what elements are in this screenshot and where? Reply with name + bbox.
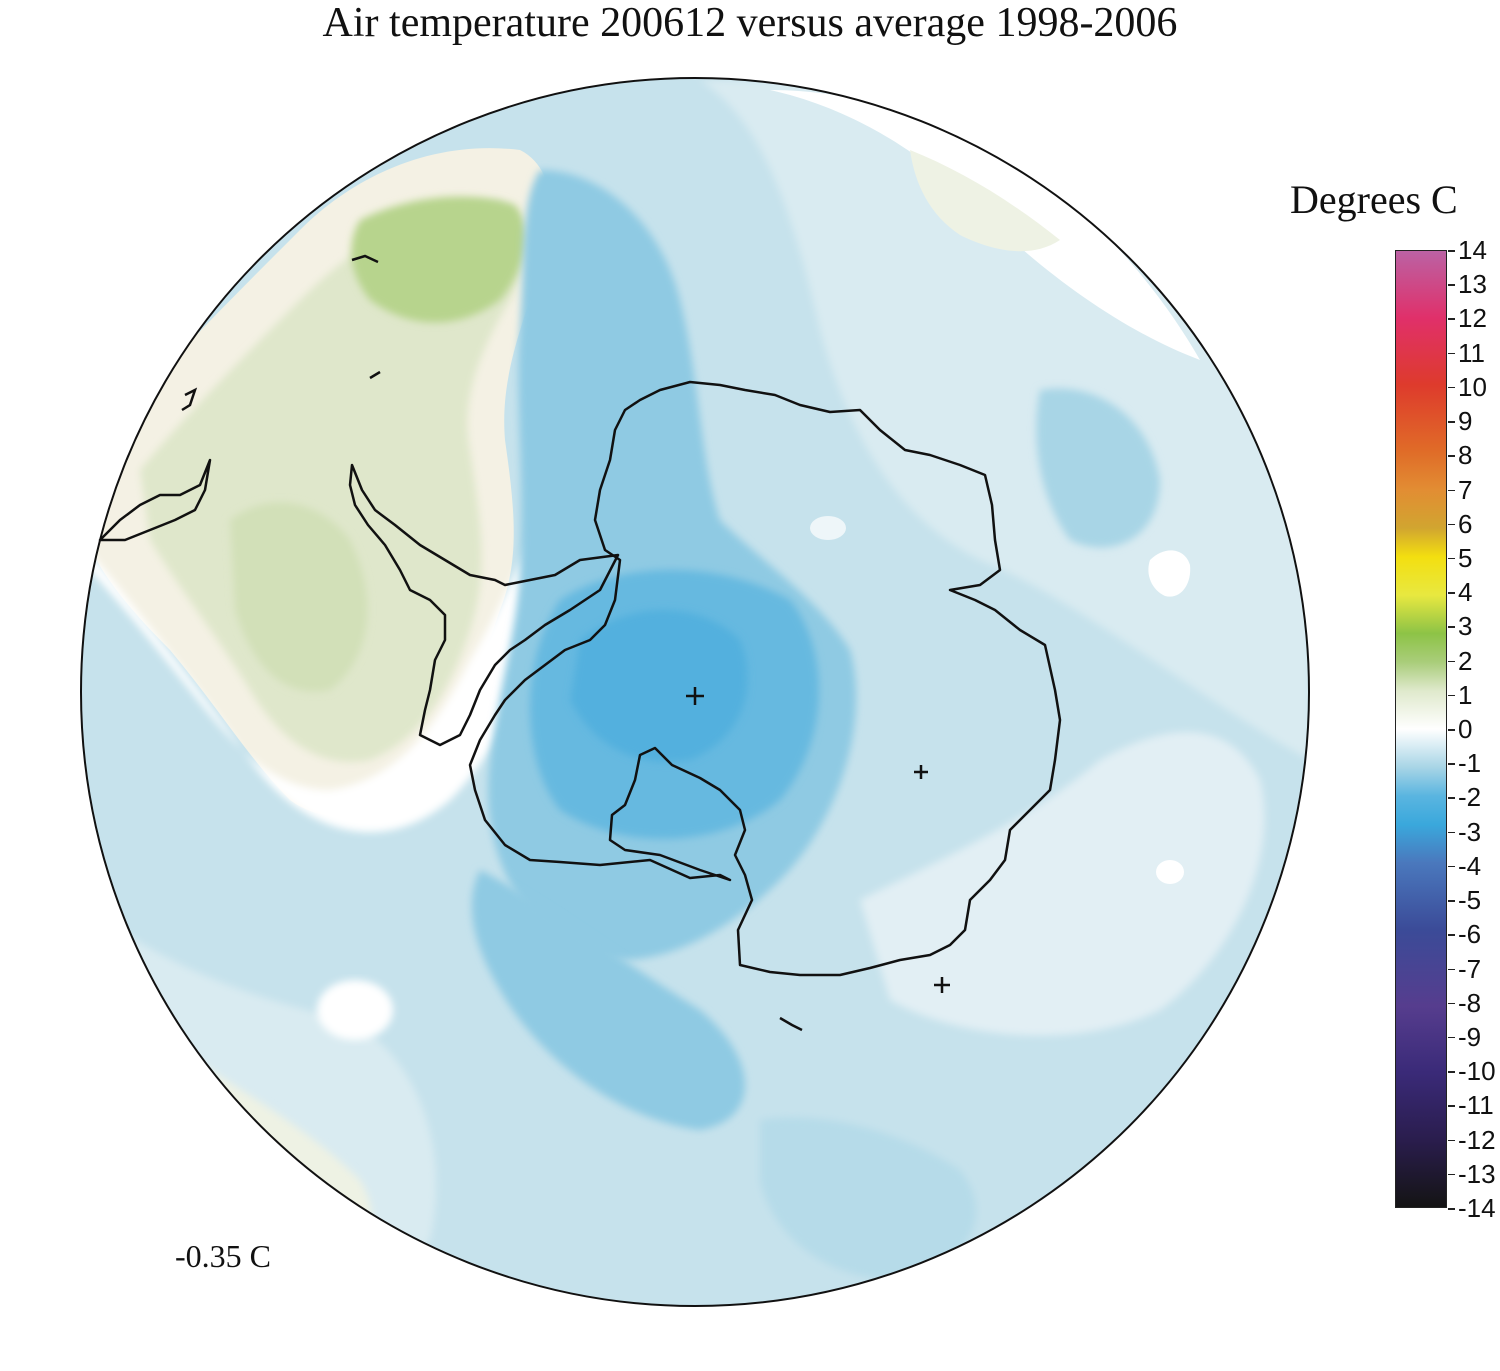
cold-anomaly-lobe-east	[1036, 388, 1160, 548]
cold-spots-south	[760, 1117, 977, 1280]
positive-anomaly-1c	[140, 200, 524, 762]
legend-title: Degrees C	[1290, 177, 1458, 222]
falkland-islands	[181, 387, 198, 412]
near-zero-spot-plateau	[810, 516, 846, 540]
colorbar-tick-label: 6	[1447, 508, 1473, 539]
colorbar-tick-label: -4	[1447, 850, 1482, 881]
colorbar-tick-label: 5	[1447, 542, 1473, 573]
island	[779, 1016, 803, 1032]
colorbar-tick-labels: 14 13 12 11 10 9 8 7 6 5 4 3 2 1 0 -1 -2 -3 -4 -5 -6 -7 -8 -9 -1…	[1447, 237, 1500, 1221]
colorbar-tick-label: 1	[1447, 679, 1473, 710]
colorbar-tick-label: -14	[1448, 1193, 1496, 1223]
colorbar-tick-label: 2	[1447, 645, 1473, 676]
near-zero-spot-sw	[317, 980, 393, 1040]
station-markers	[686, 687, 950, 993]
colorbar-tick-label: 4	[1447, 577, 1473, 608]
island	[369, 370, 381, 380]
colorbar-tick-label: -2	[1447, 782, 1482, 813]
colorbar-tick-label: -3	[1447, 816, 1482, 847]
colorbar-tick-label: -9	[1447, 1021, 1482, 1052]
colorbar	[1395, 250, 1447, 1208]
colorbar-tick-label: -12	[1448, 1124, 1496, 1155]
near-zero-ridge	[81, 520, 555, 833]
cold-anomaly-lobe-south	[471, 870, 745, 1130]
colorbar-tick-label: -10	[1448, 1056, 1496, 1087]
marker-plus	[686, 687, 704, 705]
colorbar-tick-label: -6	[1447, 919, 1482, 950]
map-boundary	[80, 77, 1310, 1307]
cold-anomaly-minus2-5	[570, 610, 748, 762]
near-zero-zone-ne	[770, 90, 1200, 360]
antarctica-coastline	[468, 380, 1062, 977]
positive-anomaly-2c	[351, 196, 526, 323]
colorbar-tick-label: 0	[1447, 714, 1473, 744]
colorbar-tick-label: 10	[1448, 371, 1487, 402]
colorbar-tick-label: 9	[1447, 406, 1473, 437]
colorbar-tick-label: -7	[1447, 953, 1482, 984]
near-zero-spot-east	[1148, 550, 1191, 597]
near-zero-spot-se	[1156, 860, 1184, 884]
colorbar-tick-label: -13	[1448, 1158, 1496, 1189]
positive-anomaly-1c-west	[230, 502, 368, 692]
colorbar-tick-label: 11	[1448, 337, 1485, 368]
colorbar-tick-label: 14	[1448, 235, 1487, 265]
colorbar-tick-label: 13	[1448, 269, 1487, 300]
colorbar-tick-label: -5	[1447, 885, 1482, 916]
colorbar-tick-label: 12	[1448, 303, 1487, 334]
marker-plus	[914, 765, 928, 779]
colorbar-tick-label: 7	[1447, 474, 1473, 505]
map-title: Air temperature 200612 versus average 19…	[322, 0, 1178, 46]
antarctic-peninsula-coastline	[348, 463, 620, 747]
mean-anomaly-label: -0.35 C	[175, 1238, 271, 1274]
colorbar-tick-label: -11	[1448, 1090, 1494, 1121]
colorbar-tick-label: -8	[1447, 987, 1482, 1018]
south-georgia	[351, 254, 379, 264]
colorbar-tick-label: 3	[1447, 611, 1473, 642]
light-anomaly-east-antarctica	[860, 732, 1265, 1036]
warm-zone-ne	[910, 150, 1060, 252]
colorbar-tick-label: -1	[1447, 748, 1482, 779]
marker-plus	[934, 977, 950, 993]
south-america-coastline	[98, 458, 212, 542]
colorbar-tick-label: 8	[1447, 440, 1473, 471]
